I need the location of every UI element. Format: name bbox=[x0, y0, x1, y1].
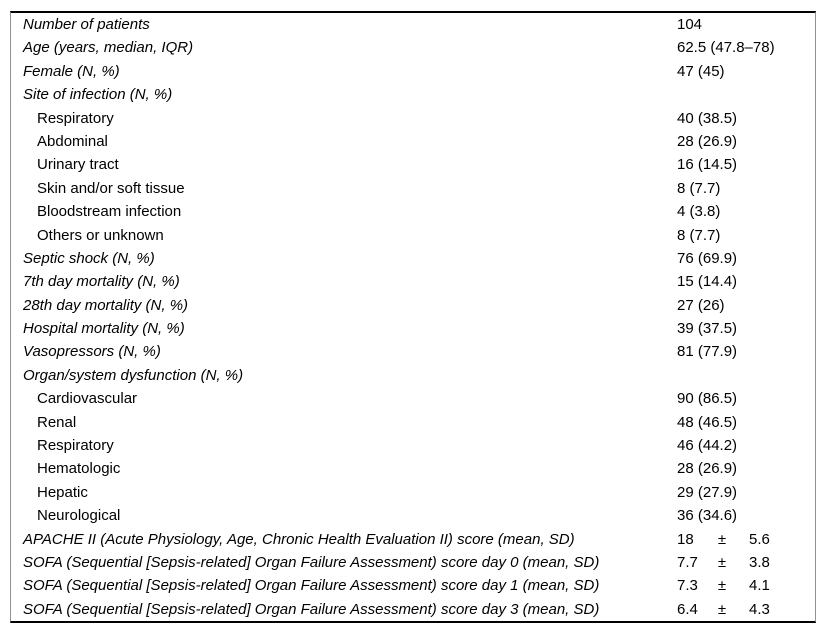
row-label: Abdominal bbox=[37, 132, 108, 150]
mean-value: 6.4 bbox=[677, 600, 698, 618]
table-row: Hematologic 28 (26.9) bbox=[11, 457, 815, 480]
row-value: 7.3 ±4.1 bbox=[677, 574, 815, 597]
row-label: Site of infection (N, %) bbox=[23, 86, 173, 104]
patient-characteristics-table: Number of patients 104 Age (years, median,… bbox=[10, 11, 816, 624]
table-row: Respiratory 40 (38.5) bbox=[11, 107, 815, 130]
row-value: 18 ±5.6 bbox=[677, 528, 815, 551]
mean-value: 7.3 bbox=[677, 577, 698, 595]
row-value: 28 (26.9) bbox=[677, 460, 738, 478]
row-value: 104 bbox=[677, 16, 703, 33]
table-row: Bloodstream infection 4 (3.8) bbox=[11, 200, 815, 223]
row-label: Bloodstream infection bbox=[37, 203, 182, 221]
row-value: 27 (26) bbox=[677, 296, 725, 314]
row-label: Urinary tract bbox=[37, 156, 119, 174]
row-value: 15 (14.4) bbox=[677, 273, 738, 291]
row-label: APACHE II (Acute Physiology, Age, Chroni… bbox=[23, 530, 575, 548]
row-label: Others or unknown bbox=[37, 226, 164, 244]
sd-value: 4.1 bbox=[749, 577, 770, 595]
table-row: Urinary tract 16 (14.5) bbox=[11, 153, 815, 176]
row-value: 46 (44.2) bbox=[677, 437, 738, 455]
row-label: SOFA (Sequential [Sepsis-related] Organ … bbox=[23, 553, 600, 571]
table-row: Number of patients 104 bbox=[11, 13, 815, 36]
row-label: 7th day mortality (N, %) bbox=[23, 273, 180, 291]
row-label: Respiratory bbox=[37, 109, 114, 127]
row-label: SOFA (Sequential [Sepsis-related] Organ … bbox=[23, 600, 600, 618]
row-value: 90 (86.5) bbox=[677, 390, 738, 408]
table-row: 7th day mortality (N, %) 15 (14.4) bbox=[11, 270, 815, 293]
row-label: Respiratory bbox=[37, 437, 114, 455]
row-label: SOFA (Sequential [Sepsis-related] Organ … bbox=[23, 577, 600, 595]
row-label: Skin and/or soft tissue bbox=[37, 179, 185, 197]
table-row: Age (years, median, IQR) 62.5 (47.8–78) bbox=[11, 36, 815, 59]
mean-value: 18 bbox=[677, 530, 694, 548]
table-row: SOFA (Sequential [Sepsis-related] Organ … bbox=[11, 551, 815, 574]
row-value: 62.5 (47.8–78) bbox=[677, 39, 775, 57]
sd-value: 3.8 bbox=[749, 553, 770, 571]
plus-minus-sign: ± bbox=[717, 530, 727, 548]
row-label: Hospital mortality (N, %) bbox=[23, 320, 185, 338]
table-row: Hepatic 29 (27.9) bbox=[11, 481, 815, 504]
row-value: 28 (26.9) bbox=[677, 132, 738, 150]
row-label: Cardiovascular bbox=[37, 390, 138, 408]
row-value: 40 (38.5) bbox=[677, 109, 738, 127]
row-value: 47 (45) bbox=[677, 62, 725, 80]
table-row: Hospital mortality (N, %) 39 (37.5) bbox=[11, 317, 815, 340]
plus-minus-sign: ± bbox=[717, 577, 727, 595]
row-value: 39 (37.5) bbox=[677, 320, 738, 338]
table-row: Abdominal 28 (26.9) bbox=[11, 130, 815, 153]
row-value: 8 (7.7) bbox=[677, 179, 721, 197]
table-row: Site of infection (N, %) bbox=[11, 83, 815, 106]
plus-minus-sign: ± bbox=[717, 600, 727, 618]
row-value: 48 (46.5) bbox=[677, 413, 738, 431]
row-label: Female (N, %) bbox=[23, 62, 120, 80]
row-value: 76 (69.9) bbox=[677, 249, 738, 267]
table-row: Female (N, %) 47 (45) bbox=[11, 60, 815, 83]
table-row: Others or unknown 8 (7.7) bbox=[11, 224, 815, 247]
table-row: SOFA (Sequential [Sepsis-related] Organ … bbox=[11, 574, 815, 597]
rows-container: Number of patients 104 Age (years, median,… bbox=[11, 13, 815, 621]
row-value: 36 (34.6) bbox=[677, 507, 738, 525]
mean-value: 7.7 bbox=[677, 553, 698, 571]
table-row: Vasopressors (N, %) 81 (77.9) bbox=[11, 340, 815, 363]
table-row: APACHE II (Acute Physiology, Age, Chroni… bbox=[11, 528, 815, 551]
row-label: Renal bbox=[37, 413, 77, 431]
row-value: 16 (14.5) bbox=[677, 156, 738, 174]
table-row: Septic shock (N, %) 76 (69.9) bbox=[11, 247, 815, 270]
sd-value: 4.3 bbox=[749, 600, 770, 618]
row-value: 6.4 ±4.3 bbox=[677, 598, 815, 621]
table-row: Neurological 36 (34.6) bbox=[11, 504, 815, 527]
table-row: 28th day mortality (N, %) 27 (26) bbox=[11, 294, 815, 317]
row-value: 81 (77.9) bbox=[677, 343, 738, 361]
row-label: Vasopressors (N, %) bbox=[23, 343, 161, 361]
row-label: 28th day mortality (N, %) bbox=[23, 296, 189, 314]
table-row: Cardiovascular 90 (86.5) bbox=[11, 387, 815, 410]
row-value: 4 (3.8) bbox=[677, 203, 721, 221]
row-label: Hepatic bbox=[37, 483, 88, 501]
row-label: Hematologic bbox=[37, 460, 121, 478]
row-value: 8 (7.7) bbox=[677, 226, 721, 244]
table-row: Skin and/or soft tissue 8 (7.7) bbox=[11, 177, 815, 200]
plus-minus-sign: ± bbox=[717, 553, 727, 571]
row-label: Organ/system dysfunction (N, %) bbox=[23, 366, 244, 384]
table-row: Respiratory 46 (44.2) bbox=[11, 434, 815, 457]
row-label: Age (years, median, IQR) bbox=[23, 39, 194, 57]
row-value: 29 (27.9) bbox=[677, 483, 738, 501]
row-label: Number of patients bbox=[23, 16, 150, 33]
table-row: Organ/system dysfunction (N, %) bbox=[11, 364, 815, 387]
table-row: SOFA (Sequential [Sepsis-related] Organ … bbox=[11, 598, 815, 621]
table-row: Renal 48 (46.5) bbox=[11, 411, 815, 434]
row-label: Neurological bbox=[37, 507, 121, 525]
row-value: 7.7 ±3.8 bbox=[677, 551, 815, 574]
row-label: Septic shock (N, %) bbox=[23, 249, 155, 267]
sd-value: 5.6 bbox=[749, 530, 770, 548]
